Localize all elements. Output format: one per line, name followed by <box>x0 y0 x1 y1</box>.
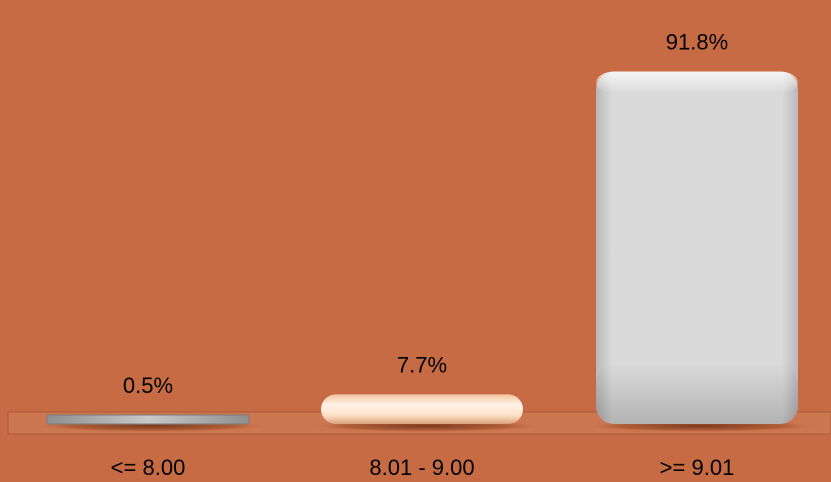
bar-2-highlight <box>596 71 798 94</box>
data-label-0: 0.5% <box>123 373 173 398</box>
tick-label-2: >= 9.01 <box>660 455 735 480</box>
bars-layer <box>35 71 818 432</box>
tick-label-0: <= 8.00 <box>111 455 186 480</box>
data-label-1: 7.7% <box>397 352 447 377</box>
tick-label-1: 8.01 - 9.00 <box>369 455 474 480</box>
data-label-2: 91.8% <box>666 29 728 54</box>
labels-layer: 0.5% <= 8.00 7.7% 8.01 - 9.00 91.8% >= 9.01 <box>111 29 735 480</box>
bar-2 <box>596 71 798 424</box>
bar-1 <box>321 394 523 424</box>
bar-2-base-shade <box>596 364 798 424</box>
bar-0 <box>46 414 250 425</box>
